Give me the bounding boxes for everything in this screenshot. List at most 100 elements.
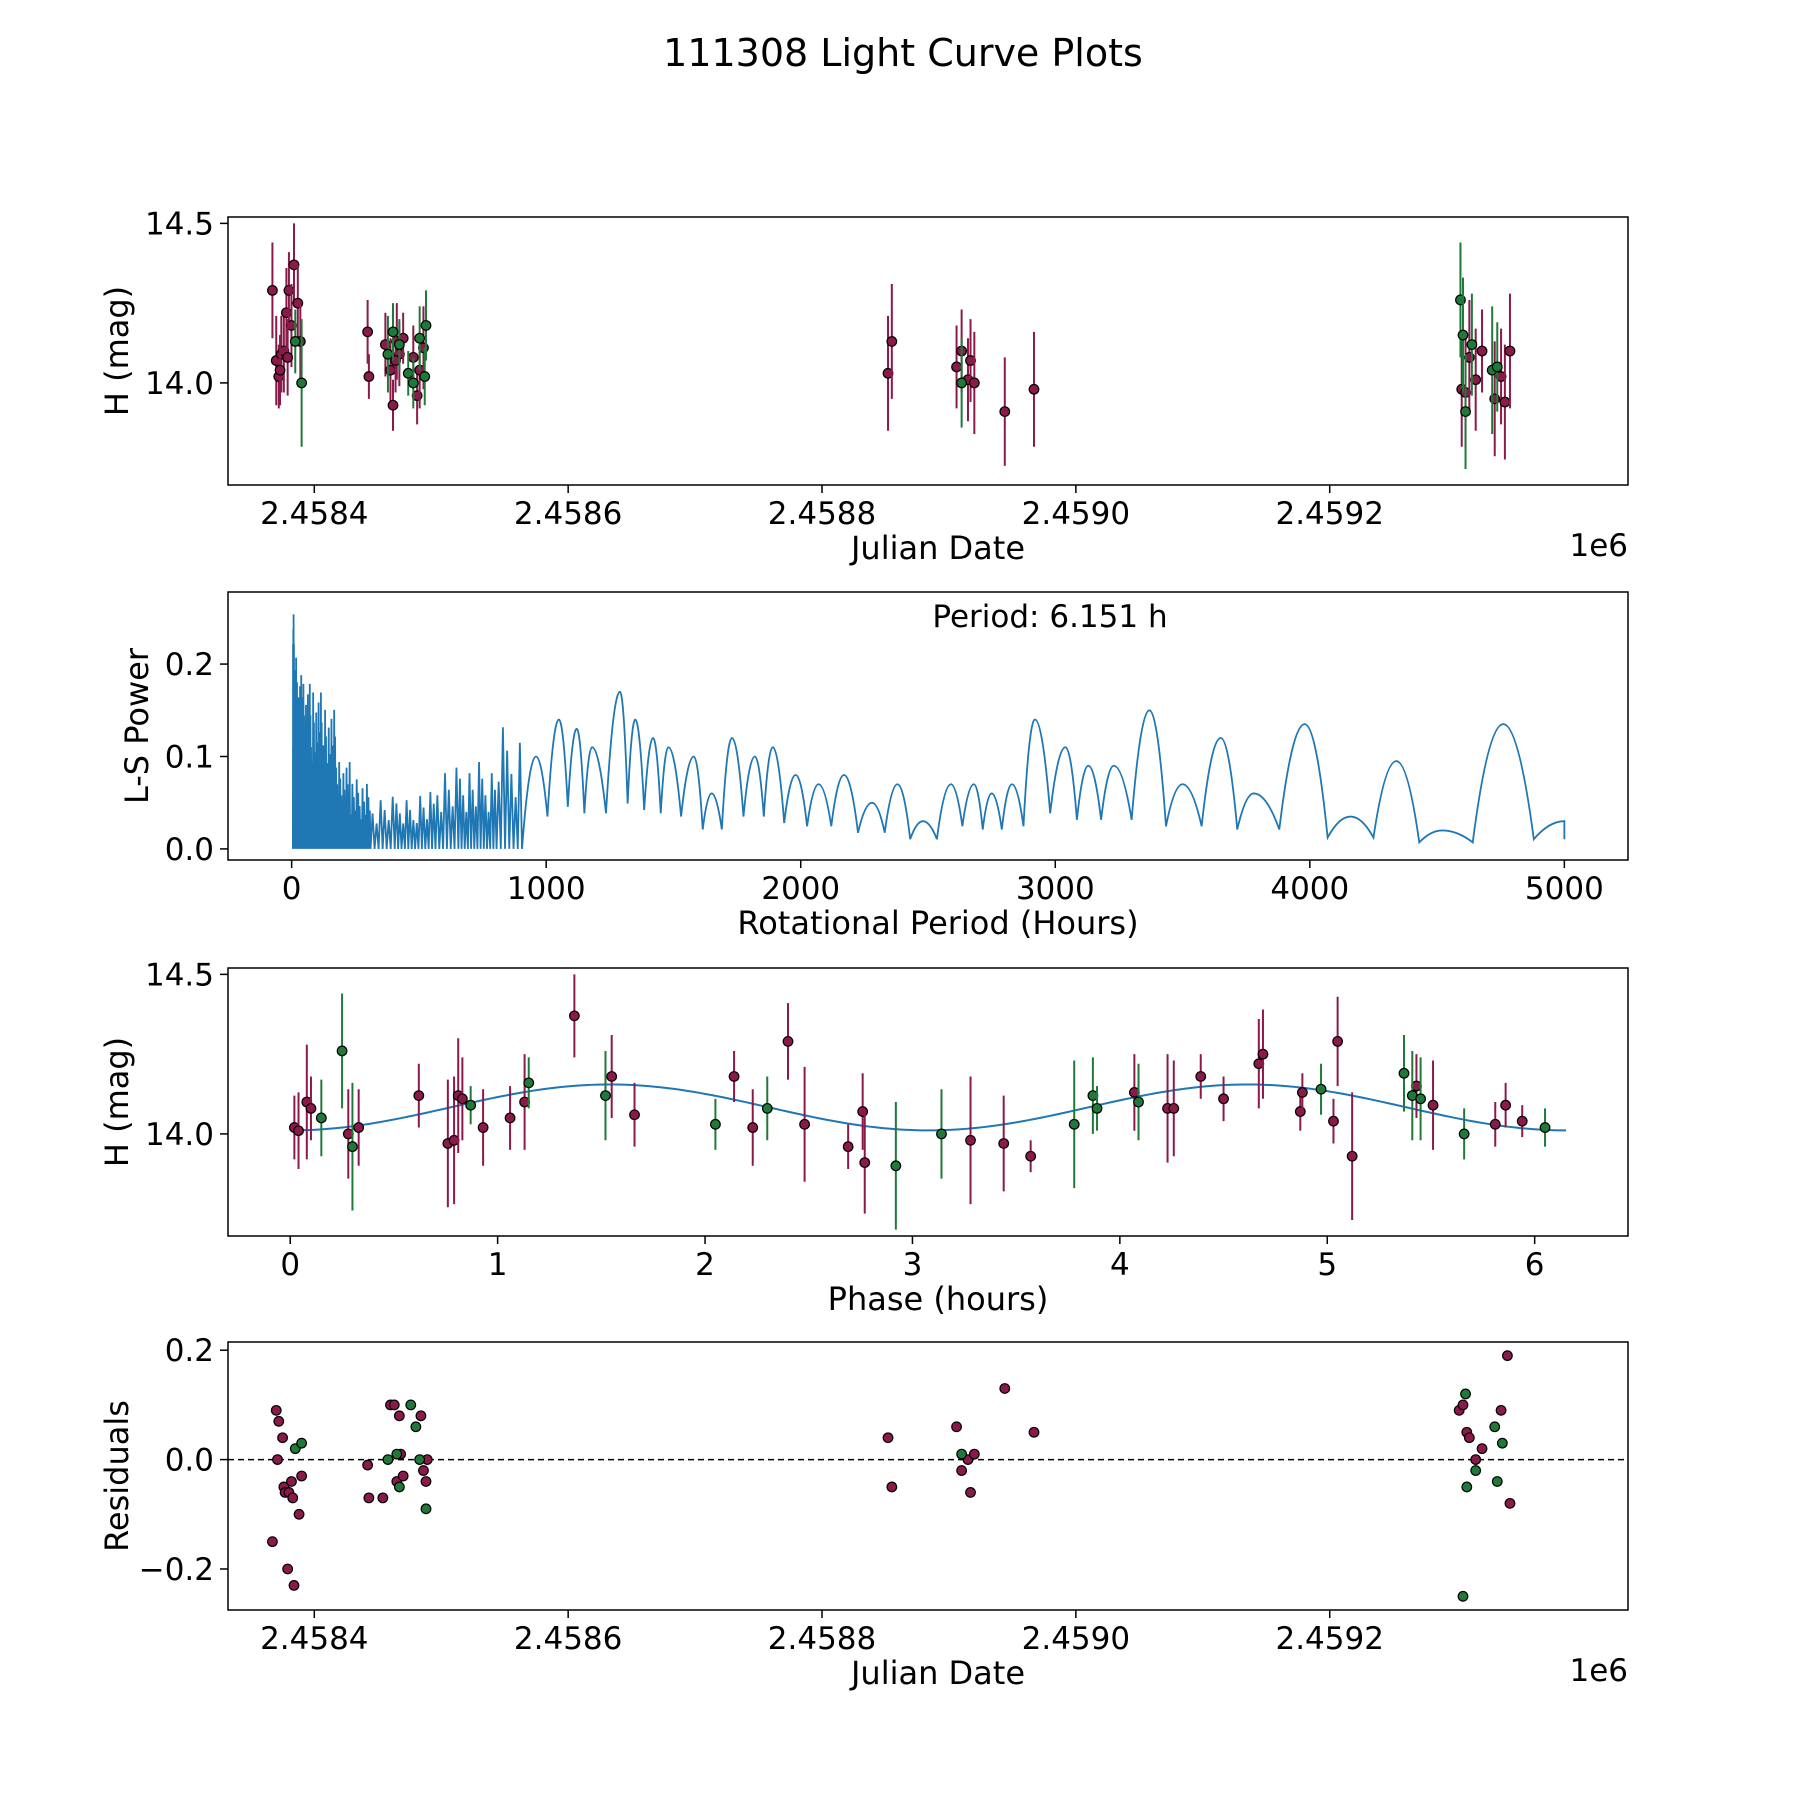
data-point <box>277 1432 288 1444</box>
data-point <box>842 1141 854 1153</box>
data-point <box>387 326 399 338</box>
data-point <box>857 1106 869 1117</box>
data-point <box>296 377 308 389</box>
data-point <box>1502 1350 1513 1362</box>
figure-title: 111308 Light Curve Plots <box>663 31 1143 75</box>
data-point <box>388 1399 400 1411</box>
data-point <box>886 1481 898 1493</box>
data-point <box>1460 406 1471 418</box>
data-point <box>956 1448 968 1460</box>
data-point <box>387 399 399 411</box>
plot-area <box>288 974 1566 1230</box>
x-axis-label: Rotational Period (Hours) <box>737 904 1138 942</box>
data-point <box>968 377 980 389</box>
data-point <box>293 1508 305 1520</box>
data-point <box>272 1454 283 1465</box>
data-point <box>1489 1421 1501 1433</box>
data-point <box>353 1122 365 1133</box>
data-point <box>1470 1465 1482 1476</box>
data-point <box>965 1134 976 1146</box>
x-tick-label: 1 <box>488 1247 508 1283</box>
data-point <box>1315 1083 1327 1095</box>
data-point <box>363 1492 375 1504</box>
data-point <box>1516 1115 1528 1127</box>
series-maroon <box>288 974 1528 1221</box>
series-maroon <box>267 1350 1516 1591</box>
x-tick-label: 5 <box>1317 1247 1337 1283</box>
data-point <box>1500 1099 1512 1111</box>
data-point <box>1457 1399 1469 1411</box>
data-point <box>568 1010 580 1022</box>
data-point <box>456 1093 468 1105</box>
data-point <box>1218 1093 1229 1105</box>
data-point <box>1463 1432 1475 1444</box>
data-point <box>1296 1087 1308 1098</box>
data-point <box>1427 1099 1439 1111</box>
data-point <box>1028 1426 1040 1438</box>
data-point <box>890 1160 902 1172</box>
data-point <box>1257 1048 1269 1060</box>
x-tick-label: 2.4588 <box>768 496 876 532</box>
data-point <box>1495 1404 1507 1416</box>
data-point <box>1195 1071 1207 1082</box>
data-point <box>998 1138 1010 1149</box>
y-tick-label: 14.0 <box>145 366 214 402</box>
power-curve <box>292 614 1566 849</box>
data-point <box>288 1579 300 1591</box>
y-tick-label: 14.5 <box>145 957 214 993</box>
x-tick-label: 2.4592 <box>1275 1621 1383 1657</box>
y-axis-label: H (mag) <box>98 1037 136 1167</box>
data-point <box>965 1487 976 1498</box>
data-point <box>465 1099 477 1111</box>
x-axis-label: Phase (hours) <box>828 1280 1049 1318</box>
data-point <box>405 1399 417 1411</box>
data-point <box>1504 345 1516 357</box>
x-offset-label: 1e6 <box>1569 1653 1628 1689</box>
series-green <box>289 242 1503 470</box>
axes-frame <box>227 967 1629 1237</box>
residuals-panel: 2.4584 2.4586 2.4588 2.4590 2.4592 −0.2 0.0 0.2… <box>98 1333 1629 1692</box>
data-point <box>956 377 968 389</box>
x-tick-label: 6 <box>1525 1247 1545 1283</box>
data-point <box>282 1563 294 1575</box>
data-point <box>1539 1122 1551 1133</box>
x-axis-label: Julian Date <box>849 1654 1025 1692</box>
data-point <box>419 371 431 382</box>
data-point <box>296 1437 308 1449</box>
periodogram-panel: Period: 6.151 h 0 1000 2000 3000 4000 5000 0.0 0… <box>118 591 1629 942</box>
period-annotation: Period: 6.151 h <box>932 599 1167 635</box>
data-point <box>1460 1388 1471 1400</box>
data-point <box>951 1421 962 1433</box>
data-point <box>407 377 419 389</box>
phase-folded-panel: 0 1 2 3 4 5 6 14.0 14.5 Phase (hours) H (mag) <box>98 957 1629 1318</box>
data-point <box>414 332 426 344</box>
data-point <box>410 1421 422 1433</box>
x-tick-label: 2 <box>695 1247 715 1283</box>
y-tick-label: 14.0 <box>145 1117 214 1153</box>
data-point <box>629 1109 640 1121</box>
data-point <box>414 1454 426 1465</box>
x-tick-label: 0 <box>282 871 302 907</box>
plot-area <box>267 223 1516 470</box>
data-point <box>391 1448 403 1460</box>
data-point <box>397 1470 409 1482</box>
data-point <box>600 1090 611 1102</box>
data-point <box>282 351 294 363</box>
data-point <box>267 284 278 296</box>
data-point <box>347 1141 358 1153</box>
data-point <box>523 1077 535 1089</box>
x-tick-label: 2.4590 <box>1022 1621 1130 1657</box>
y-axis-label: H (mag) <box>98 286 136 416</box>
axes-frame <box>227 1341 1629 1611</box>
data-point <box>1346 1150 1358 1162</box>
y-tick-label: 0.0 <box>165 1443 214 1479</box>
x-tick-label: 2.4586 <box>514 1621 622 1657</box>
y-tick-label: 14.5 <box>145 206 214 242</box>
data-point <box>393 1481 405 1493</box>
data-point <box>1068 1118 1080 1130</box>
data-point <box>377 1492 389 1504</box>
data-point <box>287 1492 299 1504</box>
data-point <box>382 348 394 360</box>
x-tick-label: 4000 <box>1270 871 1349 907</box>
